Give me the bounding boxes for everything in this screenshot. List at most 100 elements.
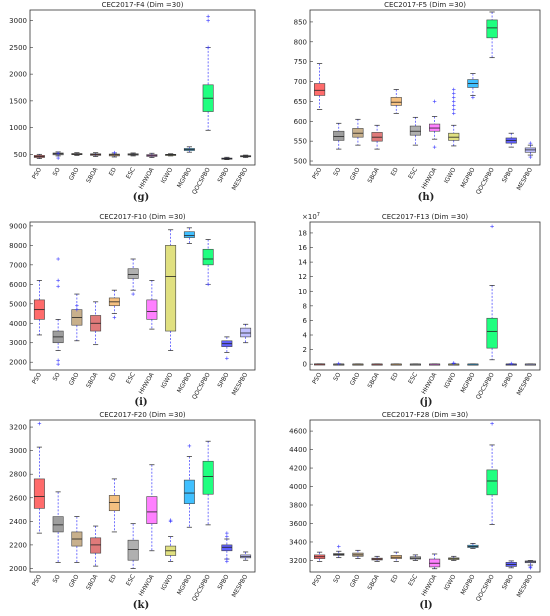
y-tick-label: 600 xyxy=(294,118,307,126)
panel-caption: (h) xyxy=(418,192,435,203)
x-tick-label: SPBO xyxy=(501,371,515,389)
y-exponent-power: 7 xyxy=(317,212,320,218)
panel-caption: (g) xyxy=(133,192,149,203)
plot-area xyxy=(309,9,541,166)
box-gro xyxy=(71,152,83,156)
outlier-point xyxy=(225,557,229,561)
chart-title: CEC2017-F13 (Dim =30) xyxy=(382,213,469,221)
box-body xyxy=(314,83,326,96)
x-tick-label: GRO xyxy=(68,371,81,386)
box-pso xyxy=(314,63,326,110)
box-body xyxy=(90,537,102,554)
x-tick-label: MESPBO xyxy=(231,166,250,192)
box-body xyxy=(221,544,233,552)
x-tick-label: HHWOA xyxy=(138,573,156,598)
outlier-point xyxy=(336,361,341,366)
x-tick-label: SBOA xyxy=(85,371,100,390)
x-tick-label: SO xyxy=(332,573,342,584)
x-tick-label: ESC xyxy=(407,167,419,181)
box-sboa xyxy=(371,363,383,366)
box-hhwoa xyxy=(146,464,158,552)
y-tick-label: 1500 xyxy=(9,97,27,105)
box-spbo xyxy=(505,560,517,569)
box-body xyxy=(146,496,158,524)
box-esc xyxy=(409,363,421,366)
box-qocspbo xyxy=(202,14,214,131)
outlier-point xyxy=(206,45,210,50)
outlier-point xyxy=(56,257,60,261)
box-body xyxy=(127,268,139,279)
x-tick-label: HHWOA xyxy=(420,166,438,191)
y-tick-label: 3200 xyxy=(289,557,307,565)
y-tick-label: 850 xyxy=(294,18,307,26)
y-tick-label: 550 xyxy=(294,138,307,146)
x-tick-label: MGPBO xyxy=(176,166,193,189)
box-ed xyxy=(390,89,402,114)
y-tick-label: 800 xyxy=(294,38,307,46)
x-tick-label: ESC xyxy=(125,574,137,588)
x-tick-label: MESPBO xyxy=(231,573,250,599)
box-esc xyxy=(409,554,421,561)
box-gro xyxy=(352,118,364,146)
y-tick-label: 5000 xyxy=(9,300,27,308)
panel-caption: (k) xyxy=(133,600,149,611)
box-gro xyxy=(71,516,83,563)
outlier-point xyxy=(451,103,456,108)
box-body xyxy=(202,248,214,266)
box-igwo xyxy=(448,361,460,366)
x-tick-label: SO xyxy=(52,166,62,177)
box-gro xyxy=(352,363,364,366)
y-exponent-label: ×107 xyxy=(302,212,320,221)
box-esc xyxy=(127,523,139,569)
y-tick-label: 2500 xyxy=(9,44,27,52)
x-tick-label: SBOA xyxy=(366,371,381,390)
outlier-point xyxy=(206,14,210,19)
y-tick-label: 750 xyxy=(294,58,307,66)
box-ed xyxy=(390,363,402,366)
box-so xyxy=(333,361,345,366)
x-tick-label: GRO xyxy=(349,166,362,181)
x-tick-label: MGPBO xyxy=(176,371,193,394)
outlier-point xyxy=(206,18,210,23)
outlier-point xyxy=(56,284,60,289)
x-tick-label: IGWO xyxy=(160,371,175,390)
y-tick-label: 650 xyxy=(294,98,307,106)
panel-caption: (l) xyxy=(419,600,432,611)
outlier-point xyxy=(56,151,60,156)
plot-area xyxy=(309,419,541,573)
x-tick-label: ED xyxy=(390,166,400,177)
outlier-point xyxy=(451,87,456,92)
chart-title: CEC2017-F10 (Dim =30) xyxy=(99,213,186,221)
outlier-point xyxy=(451,107,456,112)
x-tick-label: ESC xyxy=(125,372,137,386)
outlier-point xyxy=(490,224,494,229)
x-tick-label: QOCSPBO xyxy=(475,573,496,603)
outlier-point xyxy=(131,292,135,296)
x-tick-label: GRO xyxy=(349,573,362,588)
outlier-point xyxy=(432,145,437,149)
x-tick-label: IGWO xyxy=(160,573,175,592)
y-tick-label: 4000 xyxy=(9,320,27,328)
y-tick-label: 2800 xyxy=(9,471,27,479)
x-tick-label: QOCSPBO xyxy=(475,371,496,401)
y-tick-label: 4600 xyxy=(289,428,307,436)
box-sboa xyxy=(371,124,383,150)
y-tick-label: 4400 xyxy=(289,446,307,454)
box-body xyxy=(390,97,402,106)
chart-panel-5: CEC2017-F20 (Dim =30) 2000 2200 2400 2600 280… xyxy=(9,411,256,611)
outlier-point xyxy=(75,303,79,308)
box-so xyxy=(52,491,64,563)
box-so xyxy=(52,151,64,160)
y-tick-label: 8 xyxy=(303,302,307,310)
panel-caption: (j) xyxy=(419,397,432,408)
x-tick-label: SPBO xyxy=(216,166,230,184)
x-tick-label: GRO xyxy=(349,371,362,386)
box-igwo xyxy=(448,555,460,561)
chart-title: CEC2017-F4 (Dim =30) xyxy=(102,1,184,9)
outlier-point xyxy=(528,566,533,570)
outlier-point xyxy=(112,150,117,155)
y-tick-label: 4 xyxy=(303,332,308,340)
x-tick-label: QOCSPBO xyxy=(475,166,496,196)
box-mespbo xyxy=(524,560,536,570)
x-tick-label: QOCSPBO xyxy=(191,573,212,603)
